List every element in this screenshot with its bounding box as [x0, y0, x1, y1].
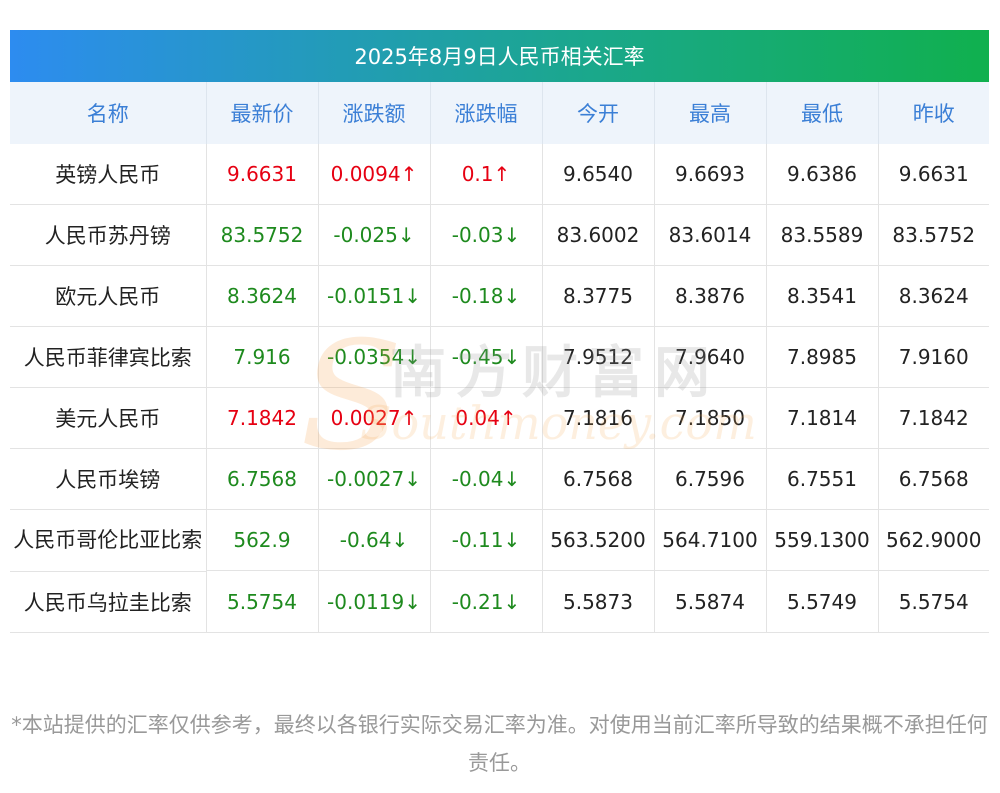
table-row: 美元人民币 7.1842 0.0027↑ 0.04↑ 7.1816 7.1850… [10, 387, 989, 449]
open-price: 7.9512 [542, 326, 655, 388]
table-row: 人民币菲律宾比索 7.916 -0.0354↓ -0.45↓ 7.9512 7.… [10, 326, 989, 388]
rate-table: 名称 最新价 涨跌额 涨跌幅 今开 最高 最低 昨收 英镑人民币 9.6631 … [10, 82, 989, 633]
prev-close: 9.6631 [878, 144, 989, 205]
currency-name: 人民币哥伦比亚比索 [13, 528, 203, 552]
latest-price: 83.5752 [206, 204, 319, 266]
prev-close: 6.7568 [878, 448, 989, 510]
currency-name: 人民币埃镑 [10, 448, 207, 510]
header-latest: 最新价 [206, 82, 319, 144]
prev-close: 562.9000 [878, 510, 989, 571]
low-price: 5.5749 [766, 571, 879, 633]
latest-price: 562.9 [206, 510, 318, 571]
change-amount: -0.0119↓ [318, 571, 431, 633]
high-price: 8.3876 [654, 265, 767, 327]
open-price: 563.5200 [542, 510, 654, 571]
table-row: 人民币埃镑 6.7568 -0.0027↓ -0.04↓ 6.7568 6.75… [10, 448, 989, 510]
header-open: 今开 [542, 82, 655, 144]
latest-price: 6.7568 [206, 448, 319, 510]
open-price: 9.6540 [542, 144, 655, 205]
open-price: 7.1816 [542, 387, 655, 449]
currency-name: 人民币菲律宾比索 [10, 326, 207, 388]
currency-name: 欧元人民币 [10, 265, 207, 327]
change-percent: -0.18↓ [430, 265, 543, 327]
header-name: 名称 [10, 82, 207, 144]
change-percent: -0.45↓ [430, 326, 543, 388]
open-price: 6.7568 [542, 448, 655, 510]
header-pct: 涨跌幅 [430, 82, 543, 144]
change-amount: -0.0151↓ [318, 265, 431, 327]
change-percent: 0.04↑ [430, 387, 543, 449]
table-row: 人民币乌拉圭比索 5.5754 -0.0119↓ -0.21↓ 5.5873 5… [10, 571, 989, 633]
low-price: 7.1814 [766, 387, 879, 449]
header-change: 涨跌额 [318, 82, 431, 144]
change-percent: -0.03↓ [430, 204, 543, 266]
open-price: 5.5873 [542, 571, 655, 633]
low-price: 9.6386 [766, 144, 879, 205]
rate-panel: 2025年8月9日人民币相关汇率 名称 最新价 涨跌额 涨跌幅 今开 最高 最低… [10, 30, 989, 633]
table-row: 人民币哥伦比亚比索 562.9 -0.64↓ -0.11↓ 563.5200 5… [10, 509, 989, 572]
table-row: 欧元人民币 8.3624 -0.0151↓ -0.18↓ 8.3775 8.38… [10, 265, 989, 327]
disclaimer-text: *本站提供的汇率仅供参考，最终以各银行实际交易汇率为准。对使用当前汇率所导致的结… [11, 713, 988, 775]
latest-price: 9.6631 [206, 144, 319, 205]
high-price: 564.7100 [654, 510, 766, 571]
change-percent-cell: -0.11↓ [430, 509, 543, 572]
prev-close: 8.3624 [878, 265, 989, 327]
prev-close-cell: 562.9000 [878, 510, 989, 572]
low-price: 7.8985 [766, 326, 879, 388]
table-row: 英镑人民币 9.6631 0.0094↑ 0.1↑ 9.6540 9.6693 … [10, 144, 989, 205]
change-amount: 0.0027↑ [318, 387, 431, 449]
header-low: 最低 [766, 82, 879, 144]
low-price-cell: 559.1300 [766, 509, 879, 572]
open-price-cell: 563.5200 [542, 509, 655, 572]
high-price: 83.6014 [654, 204, 767, 266]
latest-price: 7.916 [206, 326, 319, 388]
change-amount: 0.0094↑ [318, 144, 431, 205]
high-price: 7.9640 [654, 326, 767, 388]
change-amount: -0.0354↓ [318, 326, 431, 388]
currency-name-cell: 人民币哥伦比亚比索 [10, 509, 207, 572]
table-title: 2025年8月9日人民币相关汇率 [10, 30, 989, 82]
header-prev: 昨收 [878, 82, 989, 144]
prev-close: 7.1842 [878, 387, 989, 449]
change-amount: -0.64↓ [318, 510, 430, 571]
change-percent: -0.11↓ [430, 510, 542, 571]
high-price: 9.6693 [654, 144, 767, 205]
latest-price: 8.3624 [206, 265, 319, 327]
currency-name: 美元人民币 [10, 387, 207, 449]
table-row: 人民币苏丹镑 83.5752 -0.025↓ -0.03↓ 83.6002 83… [10, 204, 989, 266]
high-price: 7.1850 [654, 387, 767, 449]
header-row: 名称 最新价 涨跌额 涨跌幅 今开 最高 最低 昨收 [10, 82, 989, 144]
high-price: 5.5874 [654, 571, 767, 633]
low-price: 83.5589 [766, 204, 879, 266]
low-price: 559.1300 [766, 510, 878, 571]
header-high: 最高 [654, 82, 767, 144]
change-amount: -0.025↓ [318, 204, 431, 266]
high-price: 6.7596 [654, 448, 767, 510]
latest-price: 7.1842 [206, 387, 319, 449]
prev-close: 7.9160 [878, 326, 989, 388]
currency-name: 人民币乌拉圭比索 [10, 571, 207, 633]
currency-name: 英镑人民币 [10, 144, 207, 205]
latest-price: 5.5754 [206, 571, 319, 633]
prev-close: 83.5752 [878, 204, 989, 266]
open-price: 8.3775 [542, 265, 655, 327]
currency-name: 人民币苏丹镑 [10, 204, 207, 266]
change-percent: 0.1↑ [430, 144, 543, 205]
open-price: 83.6002 [542, 204, 655, 266]
change-percent: -0.04↓ [430, 448, 543, 510]
low-price: 6.7551 [766, 448, 879, 510]
low-price: 8.3541 [766, 265, 879, 327]
prev-close: 5.5754 [878, 571, 989, 633]
latest-price-cell: 562.9 [206, 509, 319, 572]
change-amount: -0.0027↓ [318, 448, 431, 510]
high-price-cell: 564.7100 [654, 509, 767, 572]
change-amount-cell: -0.64↓ [318, 509, 431, 572]
change-percent: -0.21↓ [430, 571, 543, 633]
